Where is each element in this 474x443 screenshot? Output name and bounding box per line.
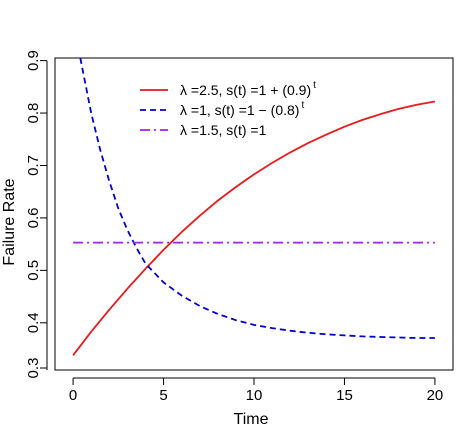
x-tick-label: 20 (427, 387, 444, 404)
legend-label-3: λ =1.5, s(t) =1 (180, 122, 267, 138)
legend-label-1: λ =2.5, s(t) =1 + (0.9) t (180, 80, 316, 98)
x-axis: 0 5 10 15 20 (69, 377, 444, 404)
y-tick-label: 0.8 (25, 103, 42, 124)
x-tick-label: 0 (69, 387, 77, 404)
y-axis: 0.3 0.4 0.5 0.6 0.7 0.8 0.9 (25, 50, 48, 379)
y-tick-label: 0.3 (25, 358, 42, 379)
x-tick-label: 10 (246, 387, 263, 404)
y-tick-label: 0.7 (25, 155, 42, 176)
x-tick-label: 15 (336, 387, 353, 404)
x-axis-title: Time (234, 411, 269, 428)
plot-box (54, 57, 454, 371)
y-tick-label: 0.5 (25, 260, 42, 281)
y-tick-label: 0.4 (25, 312, 42, 333)
series-line-1 (72, 100, 436, 356)
series-line-2 (79, 58, 435, 339)
legend: λ =2.5, s(t) =1 + (0.9) t λ =1, s(t) =1 − … (140, 80, 316, 138)
y-tick-label: 0.6 (25, 208, 42, 229)
legend-label-2: λ =1, s(t) =1 − (0.8) t (180, 100, 304, 118)
y-tick-label: 0.9 (25, 50, 42, 71)
y-axis-title: Failure Rate (1, 178, 18, 265)
x-tick-label: 5 (159, 387, 167, 404)
series-lines (72, 58, 436, 356)
